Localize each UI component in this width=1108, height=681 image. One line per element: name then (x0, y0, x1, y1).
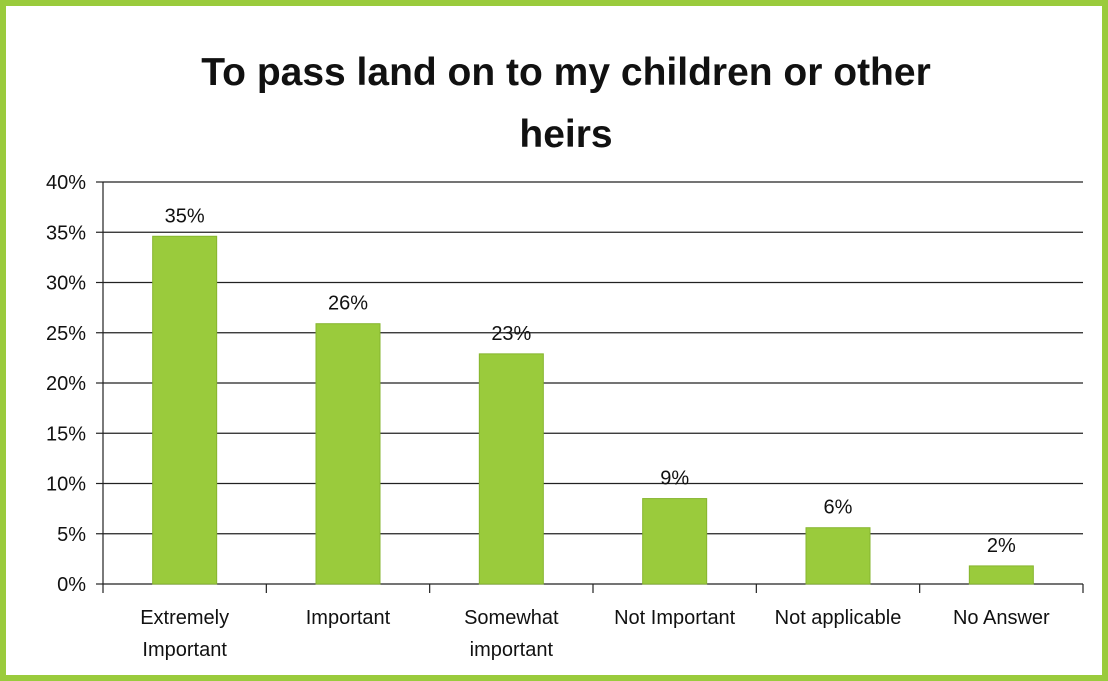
x-category-label: important (470, 639, 554, 661)
y-tick-label: 15% (46, 423, 86, 445)
y-tick-label: 40% (46, 172, 86, 194)
y-tick-label: 10% (46, 474, 86, 496)
x-category-label: Extremely (140, 607, 229, 629)
x-category-label: No Answer (953, 607, 1050, 629)
bar (315, 323, 381, 585)
data-label: 6% (824, 497, 853, 519)
chart-title: To pass land on to my children or other … (76, 42, 1056, 166)
data-label: 26% (328, 293, 368, 315)
chart-title-line-1: To pass land on to my children or other (201, 51, 931, 94)
chart-title-line-2: heirs (519, 113, 613, 156)
bar (152, 235, 218, 585)
y-tick-label: 5% (57, 524, 86, 546)
data-label: 23% (491, 323, 531, 345)
x-category-label: Not applicable (775, 607, 902, 629)
y-tick-label: 25% (46, 323, 86, 345)
y-tick-label: 0% (57, 574, 86, 596)
x-category-label: Somewhat (464, 607, 559, 629)
x-category-label: Important (306, 607, 391, 629)
bar (805, 527, 871, 585)
x-category-label: Not Important (614, 607, 736, 629)
data-label: 35% (165, 205, 205, 227)
bar (478, 353, 544, 585)
bar (968, 565, 1034, 585)
data-label: 9% (660, 468, 689, 490)
data-label: 2% (987, 535, 1016, 557)
y-tick-label: 35% (46, 222, 86, 244)
bar (642, 498, 708, 585)
y-tick-label: 30% (46, 273, 86, 295)
x-category-label: Important (142, 639, 227, 661)
y-tick-label: 20% (46, 373, 86, 395)
